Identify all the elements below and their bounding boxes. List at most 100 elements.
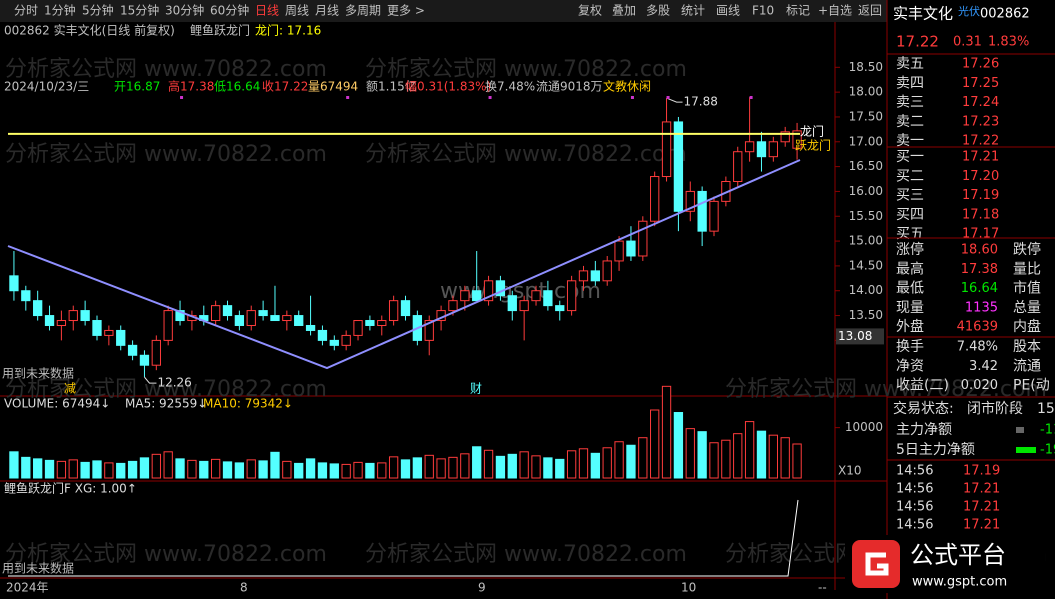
candle-body bbox=[258, 310, 268, 317]
logo-icon bbox=[852, 540, 900, 588]
candle-body bbox=[531, 290, 541, 302]
volume-bar bbox=[353, 461, 363, 479]
period-tab[interactable]: 分时 bbox=[14, 4, 38, 18]
stat-label: 收益(二) bbox=[896, 378, 949, 394]
low-pointer bbox=[144, 376, 157, 384]
toolbar-button[interactable]: 返回 bbox=[858, 4, 882, 18]
change: 0.31 bbox=[953, 35, 982, 50]
ask-label: 卖五 bbox=[896, 56, 924, 72]
tick-price: 17.21 bbox=[963, 500, 1000, 515]
candle-body bbox=[661, 121, 672, 178]
volume-bar bbox=[780, 437, 790, 479]
stat-value: 41639 bbox=[957, 320, 998, 335]
x-axis-label: -- bbox=[818, 581, 827, 595]
candle-body bbox=[578, 270, 589, 282]
info-field: 换7.48% bbox=[485, 80, 535, 94]
vol-unit: X10 bbox=[838, 464, 862, 478]
candle-body bbox=[365, 320, 375, 326]
watermark: 分析家公式网 www.70822.com bbox=[365, 142, 687, 167]
tick-time: 14:56 bbox=[896, 464, 933, 479]
y-tick-label: 18.50 bbox=[849, 60, 883, 74]
volume-label: VOLUME: 67494↓ bbox=[4, 397, 110, 411]
event-note: 减 bbox=[64, 382, 76, 396]
volume-bar bbox=[222, 461, 233, 479]
stat-label: 最高 bbox=[896, 260, 924, 277]
toolbar-button[interactable]: 画线 bbox=[716, 4, 740, 18]
candle-body bbox=[151, 339, 161, 366]
candle-body bbox=[756, 141, 767, 158]
toolbar-button[interactable]: 叠加 bbox=[612, 4, 636, 18]
period-tab[interactable]: 更多 > bbox=[387, 4, 425, 18]
high-pointer bbox=[666, 97, 683, 103]
candle-body bbox=[626, 240, 636, 257]
toolbar-button[interactable]: +自选 bbox=[818, 4, 852, 18]
volume-bar bbox=[709, 442, 719, 479]
stat-value: 7.48% bbox=[957, 340, 998, 355]
period-tab[interactable]: 日线 bbox=[255, 4, 279, 18]
candle-body bbox=[733, 151, 743, 183]
dragon-note: 跃龙门 bbox=[795, 137, 831, 152]
volume-bar bbox=[21, 456, 31, 479]
volume-bar bbox=[483, 449, 494, 479]
bid-label: 买二 bbox=[896, 168, 924, 184]
stat-label: 总量 bbox=[1013, 300, 1041, 316]
volume-bar bbox=[590, 452, 601, 479]
volume-bar bbox=[294, 462, 304, 479]
volume-bar bbox=[792, 443, 802, 479]
candle-body bbox=[210, 305, 221, 322]
toolbar-button[interactable]: 复权 bbox=[578, 4, 602, 18]
logo-mark bbox=[865, 552, 889, 576]
period-tab[interactable]: 月线 bbox=[315, 4, 339, 18]
period-tab[interactable]: 1分钟 bbox=[44, 3, 76, 18]
period-tab[interactable]: 周线 bbox=[285, 4, 309, 18]
candle-body bbox=[602, 260, 612, 282]
period-tab[interactable]: 30分钟 bbox=[165, 3, 204, 18]
y-tick-label: 15.00 bbox=[849, 234, 883, 248]
toolbar-button[interactable]: 统计 bbox=[681, 4, 705, 18]
candle-body bbox=[638, 220, 648, 257]
candle-body bbox=[780, 131, 790, 143]
candle-body bbox=[305, 324, 316, 331]
info-field: 开16.87 bbox=[114, 80, 160, 94]
candle-body bbox=[222, 305, 233, 317]
candle-body bbox=[555, 305, 565, 312]
toolbar-button[interactable]: 多股 bbox=[646, 4, 670, 18]
x-axis-label: 10 bbox=[681, 581, 696, 595]
candle-body bbox=[317, 329, 328, 341]
y-tick-label: 16.50 bbox=[849, 159, 883, 173]
candle-body bbox=[424, 320, 434, 341]
volume-bar bbox=[139, 457, 150, 479]
event-dot bbox=[630, 96, 634, 99]
stat-label: 流通 bbox=[1013, 358, 1041, 374]
status-extra: 15 bbox=[1037, 401, 1055, 417]
stat-label: 换手 bbox=[896, 338, 924, 355]
y-tick-label: 16.00 bbox=[849, 184, 883, 198]
toolbar-button[interactable]: 标记 bbox=[786, 4, 810, 18]
candle-body bbox=[175, 310, 185, 322]
volume-bar bbox=[246, 459, 256, 479]
candle-body bbox=[33, 300, 43, 317]
period-tab[interactable]: 5分钟 bbox=[82, 3, 114, 18]
info-field: 低16.64 bbox=[214, 80, 260, 94]
candle-body bbox=[353, 320, 363, 336]
volume-bar bbox=[531, 455, 541, 479]
toolbar-button[interactable]: F10 bbox=[752, 4, 774, 18]
stock-tag: 光伏 bbox=[958, 4, 980, 18]
tick-price: 17.21 bbox=[963, 518, 1000, 533]
flow-value: -191 bbox=[1040, 443, 1055, 458]
vol-tick-label: 10000 bbox=[845, 420, 883, 434]
candle-body bbox=[139, 354, 150, 366]
volume-bar bbox=[116, 462, 126, 479]
candle-body bbox=[697, 190, 707, 232]
period-tab[interactable]: 15分钟 bbox=[120, 3, 159, 18]
period-tab[interactable]: 多周期 bbox=[345, 4, 381, 18]
period-tab[interactable]: 60分钟 bbox=[210, 3, 249, 18]
info-field: 额1.15亿 bbox=[366, 79, 417, 94]
volume-bar bbox=[424, 454, 434, 479]
xg-line bbox=[8, 499, 799, 577]
bid-label: 买四 bbox=[896, 207, 924, 223]
watermark: 分析家公式网 www.70822.com bbox=[5, 377, 327, 402]
candle-body bbox=[56, 320, 67, 326]
